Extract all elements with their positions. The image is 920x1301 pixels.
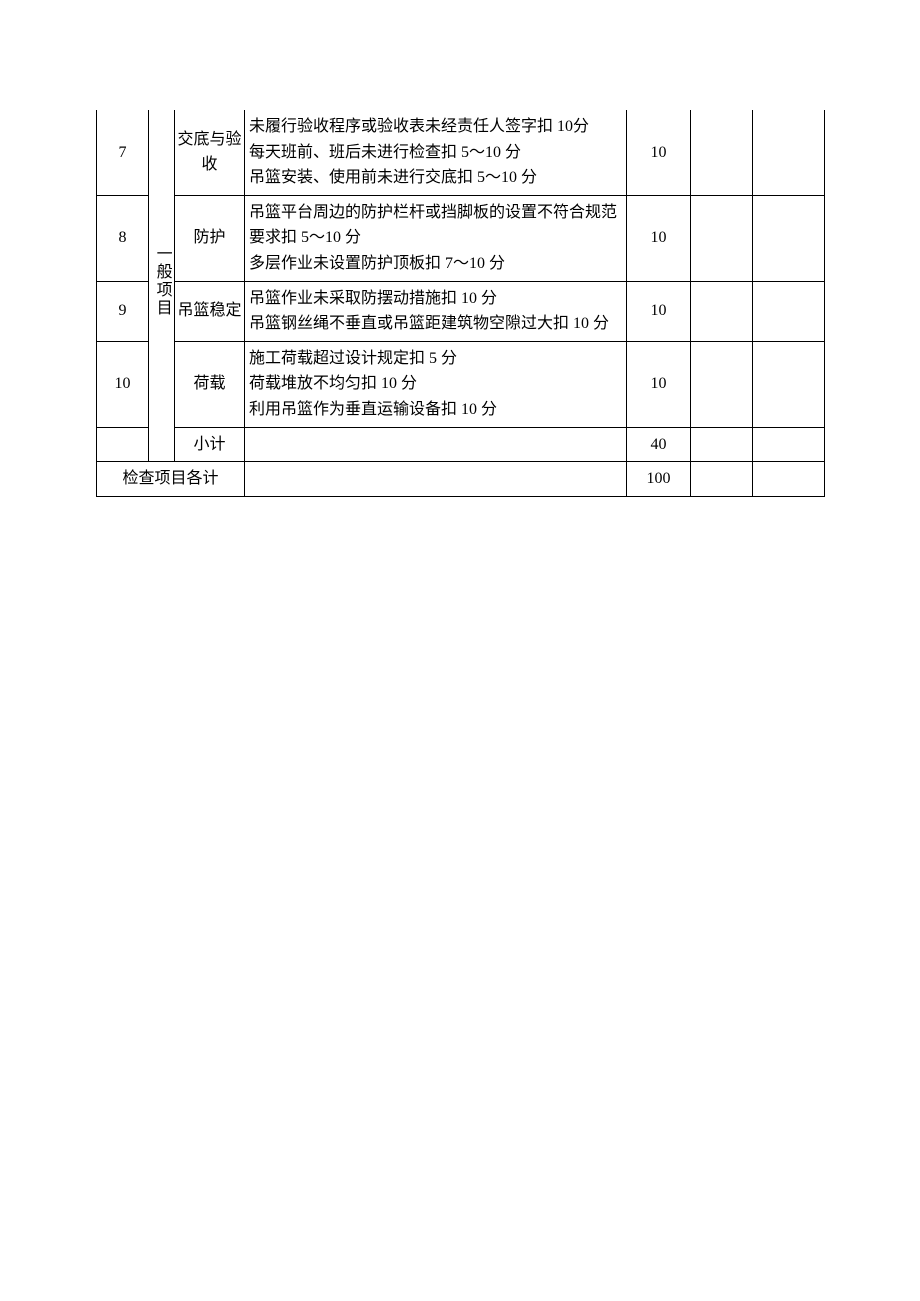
item-description: 吊篮平台周边的防护栏杆或挡脚板的设置不符合规范要求扣 5～10 分 多层作业未设… (245, 195, 627, 281)
blank-cell (691, 195, 753, 281)
blank-cell (691, 110, 753, 195)
total-score: 100 (627, 462, 691, 497)
desc-line: 未履行验收程序或验收表未经责任人签字扣 10分 (249, 114, 622, 140)
desc-line: 利用吊篮作为垂直运输设备扣 10 分 (249, 397, 622, 423)
desc-line: 多层作业未设置防护顶板扣 7～10 分 (249, 251, 622, 277)
desc-line: 每天班前、班后未进行检查扣 5～10 分 (249, 140, 622, 166)
table-row: 9 吊篮稳定 吊篮作业未采取防摆动措施扣 10 分 吊篮钢丝绳不垂直或吊篮距建筑… (97, 281, 825, 341)
desc-line: 吊篮作业未采取防摆动措施扣 10 分 (249, 286, 622, 312)
subtotal-row: 小计 40 (97, 427, 825, 462)
item-score: 10 (627, 195, 691, 281)
table-row: 10 荷载 施工荷载超过设计规定扣 5 分 荷载堆放不均匀扣 10 分 利用吊篮… (97, 341, 825, 427)
blank-cell (753, 462, 825, 497)
desc-line: 吊篮钢丝绳不垂直或吊篮距建筑物空隙过大扣 10 分 (249, 311, 622, 337)
item-description: 施工荷载超过设计规定扣 5 分 荷载堆放不均匀扣 10 分 利用吊篮作为垂直运输… (245, 341, 627, 427)
item-description: 未履行验收程序或验收表未经责任人签字扣 10分 每天班前、班后未进行检查扣 5～… (245, 110, 627, 195)
item-name: 吊篮稳定 (175, 281, 245, 341)
desc-line: 吊篮平台周边的防护栏杆或挡脚板的设置不符合规范要求扣 5～10 分 (249, 200, 622, 251)
item-score: 10 (627, 110, 691, 195)
item-score: 10 (627, 281, 691, 341)
blank-cell (97, 427, 149, 462)
subtotal-label: 小计 (175, 427, 245, 462)
blank-cell (753, 195, 825, 281)
item-name: 防护 (175, 195, 245, 281)
total-row: 检查项目各计 100 (97, 462, 825, 497)
blank-cell (753, 341, 825, 427)
inspection-table: 7 一般项目 交底与验收 未履行验收程序或验收表未经责任人签字扣 10分 每天班… (96, 110, 825, 497)
row-number: 7 (97, 110, 149, 195)
row-number: 8 (97, 195, 149, 281)
item-name: 荷载 (175, 341, 245, 427)
category-label: 一般项目 (149, 245, 175, 317)
row-number: 10 (97, 341, 149, 427)
blank-cell (245, 462, 627, 497)
subtotal-score: 40 (627, 427, 691, 462)
desc-line: 施工荷载超过设计规定扣 5 分 (249, 346, 622, 372)
blank-cell (753, 281, 825, 341)
blank-cell (691, 462, 753, 497)
total-label: 检查项目各计 (97, 462, 245, 497)
desc-line: 荷载堆放不均匀扣 10 分 (249, 371, 622, 397)
row-number: 9 (97, 281, 149, 341)
item-score: 10 (627, 341, 691, 427)
blank-cell (753, 427, 825, 462)
blank-cell (753, 110, 825, 195)
blank-cell (245, 427, 627, 462)
blank-cell (691, 427, 753, 462)
blank-cell (691, 281, 753, 341)
item-description: 吊篮作业未采取防摆动措施扣 10 分 吊篮钢丝绳不垂直或吊篮距建筑物空隙过大扣 … (245, 281, 627, 341)
blank-cell (691, 341, 753, 427)
category-cell: 一般项目 (149, 110, 175, 462)
table-row: 8 防护 吊篮平台周边的防护栏杆或挡脚板的设置不符合规范要求扣 5～10 分 多… (97, 195, 825, 281)
table-row: 7 一般项目 交底与验收 未履行验收程序或验收表未经责任人签字扣 10分 每天班… (97, 110, 825, 195)
item-name: 交底与验收 (175, 110, 245, 195)
desc-line: 吊篮安装、使用前未进行交底扣 5～10 分 (249, 165, 622, 191)
